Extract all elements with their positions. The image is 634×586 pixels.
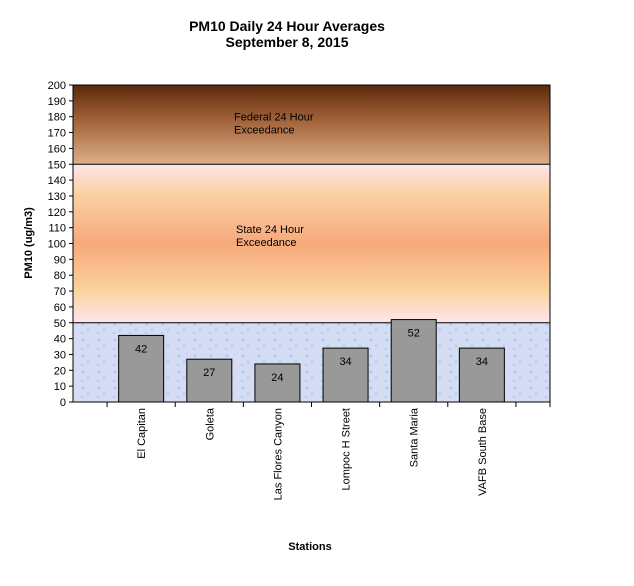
y-tick-label: 60 bbox=[54, 302, 66, 314]
y-tick-label: 110 bbox=[48, 223, 66, 235]
x-tick-label: Santa Maria bbox=[409, 407, 421, 467]
bar-value-label: 42 bbox=[135, 343, 147, 355]
y-tick-label: 20 bbox=[54, 365, 66, 377]
bar bbox=[186, 358, 233, 403]
y-tick-label: 120 bbox=[48, 207, 66, 219]
y-tick-label: 140 bbox=[48, 175, 66, 187]
zone-label: State 24 Hour Exceedance bbox=[236, 224, 304, 249]
bar-value-label: 27 bbox=[203, 367, 215, 379]
x-tick-label: Las Flores Canyon bbox=[272, 408, 284, 500]
y-tick-label: 0 bbox=[60, 397, 66, 409]
y-tick-label: 80 bbox=[54, 270, 66, 282]
bar-value-label: 24 bbox=[271, 372, 283, 384]
bar-value-label: 34 bbox=[476, 356, 488, 368]
bar bbox=[118, 334, 165, 403]
x-tick-label: Goleta bbox=[204, 407, 216, 440]
chart-subtitle: September 8, 2015 bbox=[226, 34, 349, 50]
bar bbox=[254, 363, 301, 403]
chart-title: PM10 Daily 24 Hour Averages bbox=[189, 18, 385, 34]
plot-area: Federal 24 Hour Exceedance State 24 Hour Ex… bbox=[48, 80, 551, 500]
y-axis-label: PM10 (ug/m3) bbox=[23, 207, 35, 279]
y-tick-label: 170 bbox=[48, 128, 66, 140]
y-tick-label: 50 bbox=[54, 318, 66, 330]
bar bbox=[322, 347, 369, 403]
y-tick-label: 180 bbox=[48, 112, 66, 124]
bar bbox=[390, 319, 437, 403]
y-tick-label: 90 bbox=[54, 254, 66, 266]
y-tick-label: 30 bbox=[54, 349, 66, 361]
bar-value-label: 52 bbox=[408, 328, 420, 340]
y-tick-label: 40 bbox=[54, 334, 66, 346]
y-tick-label: 200 bbox=[48, 80, 66, 92]
zone-label: Federal 24 Hour Exceedance bbox=[234, 112, 314, 137]
state-exceedance-zone bbox=[73, 164, 550, 323]
y-tick-label: 160 bbox=[48, 143, 66, 155]
x-tick-label: Lompoc H Street bbox=[341, 408, 353, 491]
x-axis-label: Stations bbox=[288, 541, 331, 553]
bar-value-label: 34 bbox=[339, 356, 351, 368]
x-tick-label: El Capitan bbox=[136, 408, 148, 459]
y-tick-label: 190 bbox=[48, 96, 66, 108]
x-tick-label: VAFB South Base bbox=[477, 408, 489, 496]
y-tick-label: 130 bbox=[48, 191, 66, 203]
y-tick-label: 100 bbox=[48, 239, 66, 251]
y-tick-label: 70 bbox=[54, 286, 66, 298]
y-tick-label: 150 bbox=[48, 159, 66, 171]
federal-exceedance-zone bbox=[73, 85, 550, 165]
bar bbox=[458, 347, 505, 403]
y-tick-label: 10 bbox=[54, 381, 66, 393]
